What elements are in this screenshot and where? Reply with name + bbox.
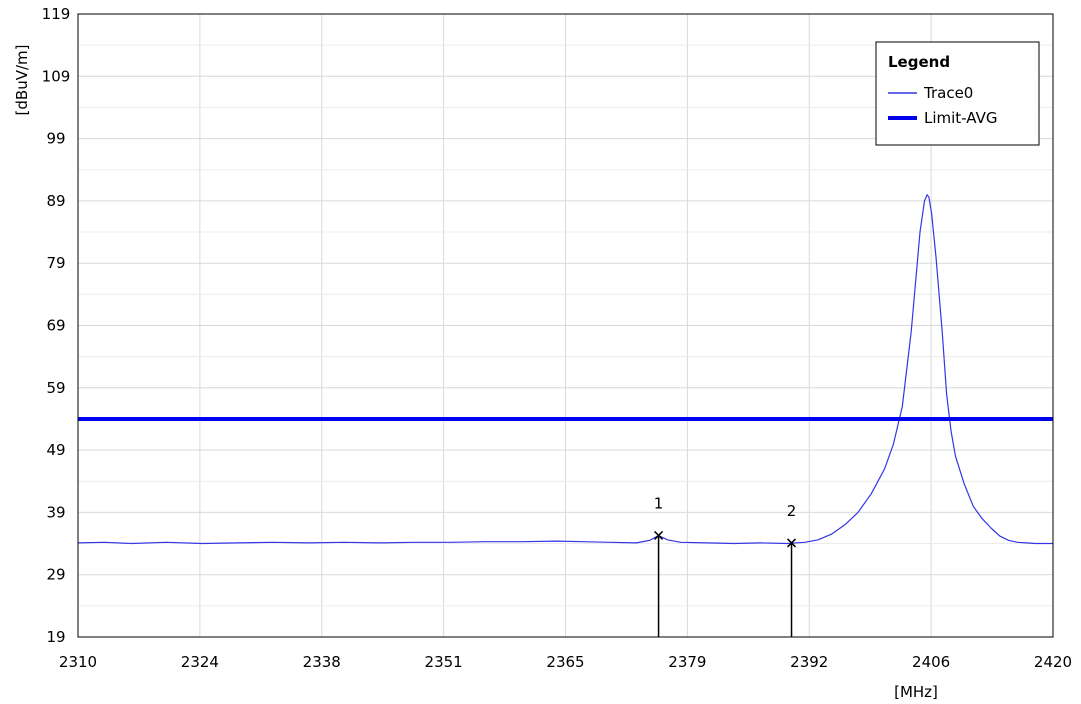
legend-entry-trace0: Trace0 [923, 84, 973, 102]
y-tick-label: 19 [46, 628, 65, 646]
x-tick-label: 2310 [59, 653, 97, 671]
x-tick-label: 2420 [1034, 653, 1072, 671]
marker-label: 2 [787, 502, 797, 520]
y-tick-label: 79 [46, 254, 65, 272]
x-tick-label: 2365 [546, 653, 584, 671]
y-axis-ticks: 19 29 39 49 59 69 79 89 99 109 119 [42, 5, 71, 646]
legend-box [875, 41, 1040, 146]
plot-frame [77, 13, 1054, 638]
legend-title: Legend [888, 53, 950, 71]
y-tick-label: 89 [46, 192, 65, 210]
x-axis-label: [MHz] [894, 683, 938, 701]
marker-label: 1 [654, 494, 664, 512]
x-tick-label: 2392 [790, 653, 828, 671]
y-tick-label: 69 [46, 317, 65, 335]
y-tick-label: 49 [46, 441, 65, 459]
marker-cross [786, 538, 797, 548]
legend-entry-limit-avg: Limit-AVG [924, 109, 997, 127]
y-tick-label: 119 [42, 5, 71, 23]
series-trace0-line [77, 194, 1053, 545]
x-tick-label: 2351 [425, 653, 463, 671]
y-axis-label: [dBuV/m] [13, 45, 31, 116]
y-tick-label: 29 [46, 566, 65, 584]
x-tick-label: 2406 [912, 653, 950, 671]
legend: Legend Trace0 Limit-AVG [875, 41, 1040, 146]
x-tick-label: 2324 [181, 653, 219, 671]
series-layer [77, 194, 1053, 545]
x-axis-ticks: 2310 2324 2338 2351 2365 2379 2392 2406 2420 [59, 653, 1072, 671]
y-tick-label: 59 [46, 379, 65, 397]
y-tick-label: 109 [42, 67, 71, 85]
x-tick-label: 2379 [668, 653, 706, 671]
y-tick-label: 39 [46, 503, 65, 521]
y-tick-label: 99 [46, 130, 65, 148]
marker-cross [654, 530, 664, 540]
x-tick-label: 2338 [303, 653, 341, 671]
